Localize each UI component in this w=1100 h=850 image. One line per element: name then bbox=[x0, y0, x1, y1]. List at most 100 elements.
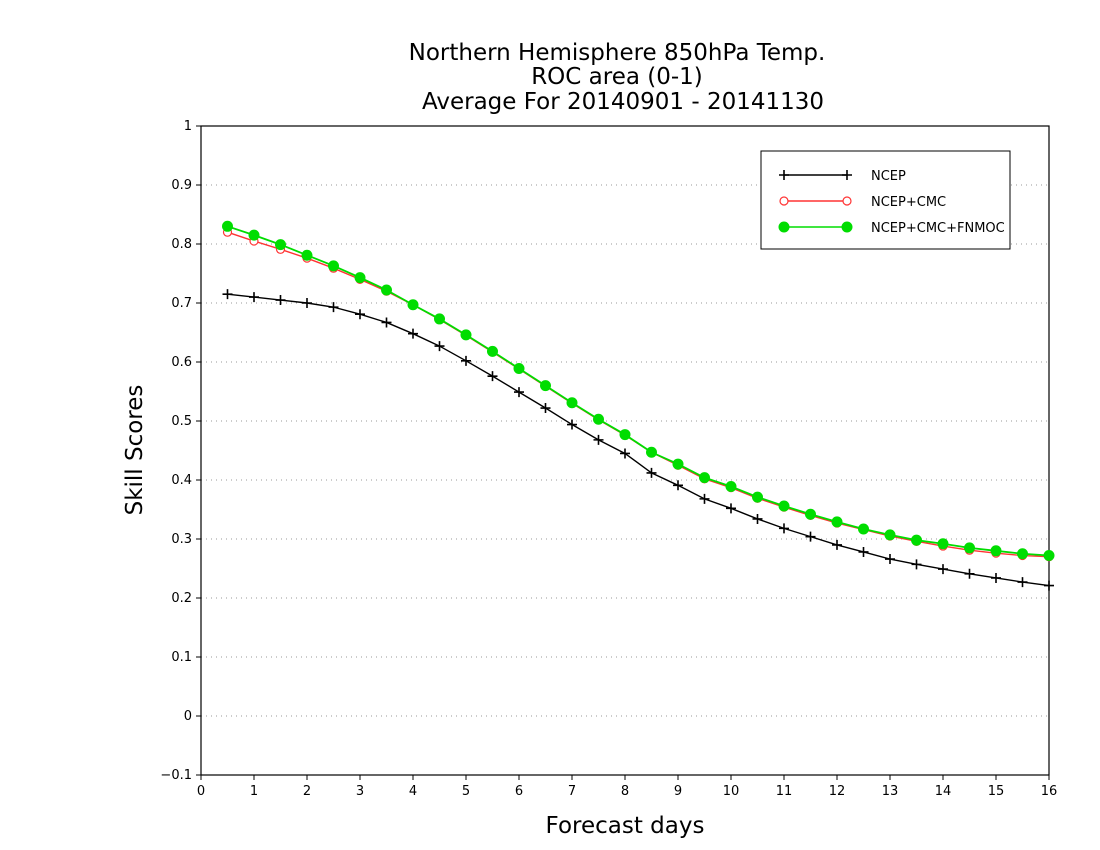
x-tick-label: 4 bbox=[409, 784, 417, 799]
legend-label-ncep-cmc: NCEP+CMC bbox=[871, 195, 946, 210]
data-point-ncep-cmc-fnmoc bbox=[884, 529, 896, 541]
data-point-ncep bbox=[222, 289, 233, 300]
data-point-ncep-cmc-fnmoc bbox=[699, 472, 710, 484]
data-point-ncep-cmc-fnmoc bbox=[540, 380, 551, 392]
data-point-ncep-cmc-fnmoc bbox=[831, 516, 843, 528]
legend-label-ncep: NCEP bbox=[871, 169, 906, 184]
data-point-ncep bbox=[434, 341, 445, 352]
data-point-ncep bbox=[514, 387, 524, 398]
data-point-ncep bbox=[487, 371, 498, 382]
data-point-ncep-cmc-fnmoc bbox=[301, 249, 313, 261]
y-tick-label: 0.7 bbox=[171, 296, 192, 311]
data-point-ncep bbox=[938, 564, 948, 575]
x-tick-label: 10 bbox=[723, 784, 740, 799]
data-point-ncep bbox=[964, 568, 975, 579]
data-point-ncep-cmc-fnmoc bbox=[328, 260, 339, 272]
x-tick-label: 8 bbox=[621, 784, 629, 799]
data-point-ncep bbox=[302, 298, 312, 308]
data-point-ncep-cmc-fnmoc bbox=[222, 220, 233, 232]
y-tick-label: 1 bbox=[184, 119, 192, 134]
data-point-ncep-cmc-fnmoc bbox=[752, 491, 763, 503]
data-point-ncep-cmc-fnmoc bbox=[354, 272, 366, 284]
data-point-ncep bbox=[567, 419, 577, 430]
legend-marker-ncep-cmc-fnmoc bbox=[778, 221, 790, 233]
data-point-ncep bbox=[752, 513, 763, 524]
x-axis-label: Forecast days bbox=[546, 813, 705, 839]
data-point-ncep bbox=[355, 309, 365, 320]
data-point-ncep bbox=[1017, 577, 1028, 588]
chart-title-line-1: Northern Hemisphere 850hPa Temp. bbox=[409, 40, 826, 66]
x-tick-label: 5 bbox=[462, 784, 470, 799]
legend-box bbox=[760, 150, 1011, 250]
legend: NCEP NCEP+CMC NCEP+CMC+FNMOC bbox=[760, 150, 1011, 250]
x-tick-label: 2 bbox=[303, 784, 311, 799]
data-point-ncep bbox=[832, 539, 842, 550]
y-tick-label: −0.1 bbox=[160, 768, 192, 783]
y-tick-label: 0.1 bbox=[171, 650, 192, 665]
y-tick-label: 0.8 bbox=[171, 237, 192, 252]
chart-title: Northern Hemisphere 850hPa Temp. ROC are… bbox=[409, 40, 826, 115]
legend-marker-ncep bbox=[779, 170, 789, 180]
data-point-ncep-cmc-fnmoc bbox=[990, 545, 1002, 557]
data-point-ncep bbox=[699, 493, 710, 504]
y-tick-label: 0.5 bbox=[171, 414, 192, 429]
legend-marker-ncep-cmc-fnmoc bbox=[841, 221, 853, 233]
data-point-ncep bbox=[991, 572, 1001, 583]
x-tick-label: 3 bbox=[356, 784, 364, 799]
y-axis-ticks: −0.1 0 0.1 0.2 0.3 0.4 0.5 0.6 0.7 0.8 0.9 1 bbox=[160, 119, 201, 783]
data-point-ncep-cmc-fnmoc bbox=[1017, 548, 1028, 560]
x-tick-label: 13 bbox=[882, 784, 899, 799]
legend-marker-ncep-cmc bbox=[779, 196, 789, 206]
data-point-ncep-cmc-fnmoc bbox=[646, 446, 657, 458]
series-line-ncep bbox=[227, 293, 1050, 587]
data-point-ncep bbox=[779, 523, 789, 534]
data-point-ncep bbox=[249, 292, 259, 303]
data-point-ncep-cmc-fnmoc bbox=[725, 480, 737, 492]
x-axis-ticks: 0 1 2 3 4 5 6 7 8 9 10 11 12 13 14 15 16 bbox=[197, 775, 1057, 799]
data-point-ncep bbox=[1044, 580, 1054, 591]
series-line-ncep-cmc bbox=[227, 231, 1050, 558]
plot-area-frame bbox=[200, 125, 1050, 776]
series-ncep-cmc-fnmoc bbox=[222, 220, 1055, 562]
chart-title-line-2: ROC area (0-1) bbox=[531, 64, 703, 90]
data-point-ncep bbox=[275, 295, 286, 306]
x-tick-label: 11 bbox=[776, 784, 793, 799]
data-point-ncep bbox=[381, 317, 392, 328]
y-tick-label: 0.3 bbox=[171, 532, 192, 547]
legend-marker-ncep bbox=[842, 170, 852, 180]
x-tick-label: 15 bbox=[988, 784, 1005, 799]
data-point-ncep-cmc-fnmoc bbox=[911, 534, 922, 546]
series-ncep bbox=[222, 289, 1054, 591]
data-point-ncep-cmc-fnmoc bbox=[937, 538, 949, 550]
data-point-ncep-cmc-fnmoc bbox=[275, 239, 286, 251]
x-tick-label: 16 bbox=[1041, 784, 1058, 799]
data-point-ncep bbox=[461, 355, 471, 366]
x-tick-label: 14 bbox=[935, 784, 952, 799]
y-tick-label: 0 bbox=[184, 709, 192, 724]
data-point-ncep-cmc-fnmoc bbox=[964, 542, 975, 554]
x-tick-label: 1 bbox=[250, 784, 258, 799]
y-tick-label: 0.9 bbox=[171, 178, 192, 193]
data-point-ncep-cmc-fnmoc bbox=[381, 284, 392, 296]
data-point-ncep-cmc-fnmoc bbox=[805, 508, 816, 520]
data-point-ncep-cmc-fnmoc bbox=[619, 429, 631, 441]
x-tick-label: 7 bbox=[568, 784, 576, 799]
y-tick-label: 0.2 bbox=[171, 591, 192, 606]
data-point-ncep bbox=[593, 434, 604, 445]
x-tick-label: 9 bbox=[674, 784, 682, 799]
data-point-ncep bbox=[646, 467, 657, 478]
data-point-ncep-cmc-fnmoc bbox=[460, 329, 472, 341]
x-tick-label: 0 bbox=[197, 784, 205, 799]
data-point-ncep-cmc-fnmoc bbox=[593, 413, 604, 425]
data-point-ncep bbox=[673, 480, 683, 491]
data-point-ncep bbox=[540, 403, 551, 414]
data-point-ncep bbox=[805, 531, 816, 542]
data-point-ncep bbox=[620, 448, 630, 459]
series-ncep-cmc bbox=[222, 227, 1054, 562]
x-tick-label: 6 bbox=[515, 784, 523, 799]
series-layer bbox=[222, 220, 1055, 591]
data-point-ncep bbox=[408, 328, 418, 339]
data-point-ncep-cmc-fnmoc bbox=[407, 299, 419, 311]
data-point-ncep bbox=[885, 554, 895, 565]
